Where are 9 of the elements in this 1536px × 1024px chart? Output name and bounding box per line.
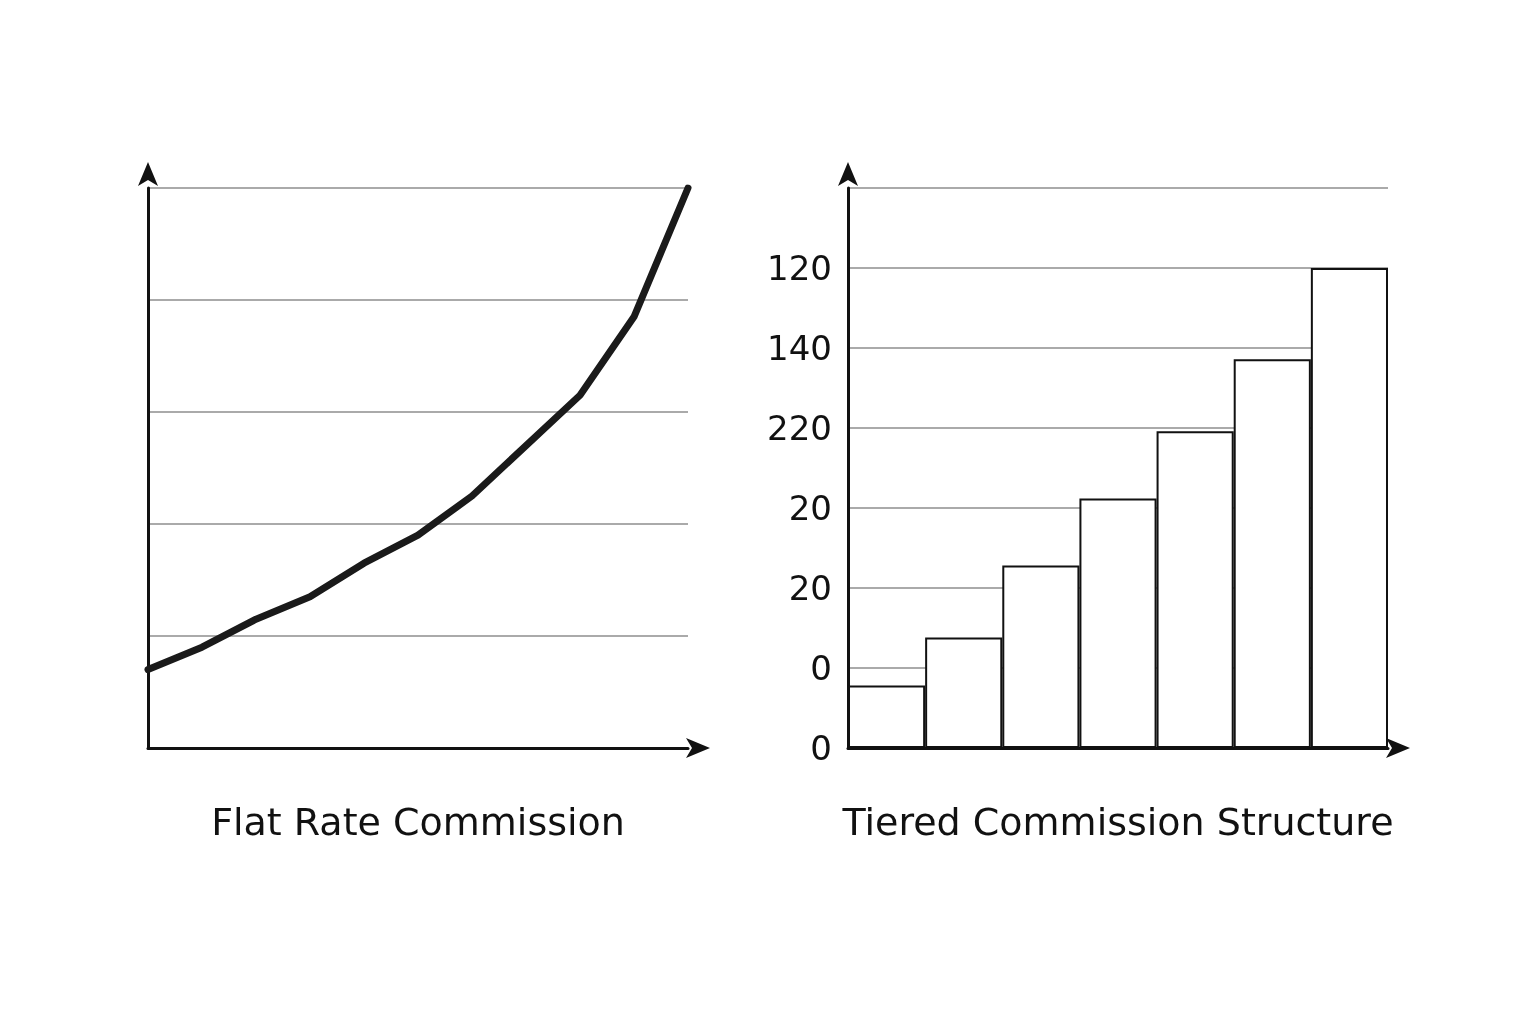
text: 220 — [767, 408, 832, 448]
text: 0 — [810, 648, 832, 688]
x-axis-title: Flat Rate Commission — [211, 800, 625, 844]
text: 120 — [767, 248, 832, 288]
text: 140 — [767, 328, 832, 368]
text: 20 — [788, 568, 832, 608]
x-axis-title: Tiered Commission Structure — [841, 800, 1394, 844]
text: 0 — [810, 728, 832, 768]
text: 20 — [788, 488, 832, 528]
